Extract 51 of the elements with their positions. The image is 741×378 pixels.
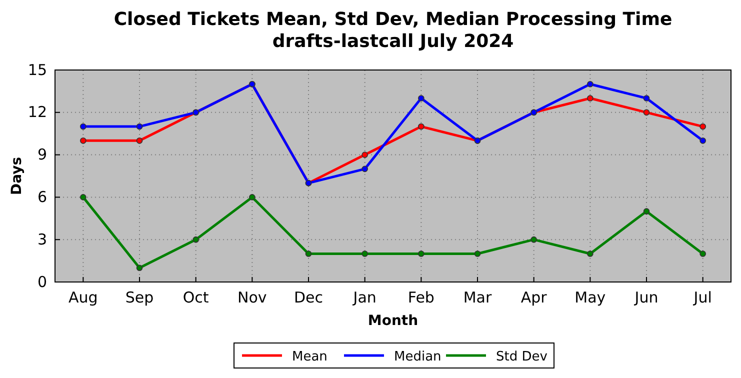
point [80,123,86,130]
point [418,123,424,130]
point [587,80,594,88]
legend-label: Median [394,350,442,364]
x-tick-label: Mar [463,288,492,307]
x-tick-label: Dec [294,288,324,307]
x-tick-label: Sep [125,288,154,307]
y-tick-label: 9 [37,146,47,164]
y-tick-label: 3 [37,230,47,248]
chart-title: Closed Tickets Mean, Std Dev, Median Processing Time [114,9,672,30]
point [362,250,368,257]
point [700,250,706,257]
x-axis-title: Month [368,313,418,329]
point [643,95,650,102]
legend-label: Mean [292,350,328,364]
point [587,250,594,257]
point [530,236,537,243]
x-tick-label: Aug [68,288,98,307]
x-tick-label: Jul [692,288,712,307]
point [700,138,706,144]
point [418,95,424,102]
point [136,138,143,144]
y-tick-label: 15 [28,60,47,79]
point [474,250,481,257]
point [249,194,256,200]
point [418,250,424,257]
point [136,264,143,272]
point [700,123,706,130]
point [80,194,86,200]
y-tick-label: 0 [37,272,47,291]
point [643,208,650,214]
x-tick-label: Jan [352,288,376,307]
point [587,95,594,102]
y-tick-label: 12 [28,103,47,122]
legend-label: Std Dev [496,350,548,364]
point [362,152,368,158]
point [80,138,86,144]
point [362,166,368,172]
y-axis-title: Days [9,156,25,196]
point [136,123,143,130]
point [643,109,650,116]
chart-subtitle: drafts-lastcall July 2024 [272,31,514,52]
point [192,236,199,243]
y-tick-label: 6 [37,188,47,206]
point [305,250,312,257]
x-tick-label: Oct [182,288,209,307]
x-tick-label: Nov [238,288,267,307]
x-tick-label: May [574,288,606,307]
x-tick-label: Jun [634,288,658,307]
x-tick-label: Feb [408,288,434,307]
x-tick-label: Apr [520,288,548,307]
